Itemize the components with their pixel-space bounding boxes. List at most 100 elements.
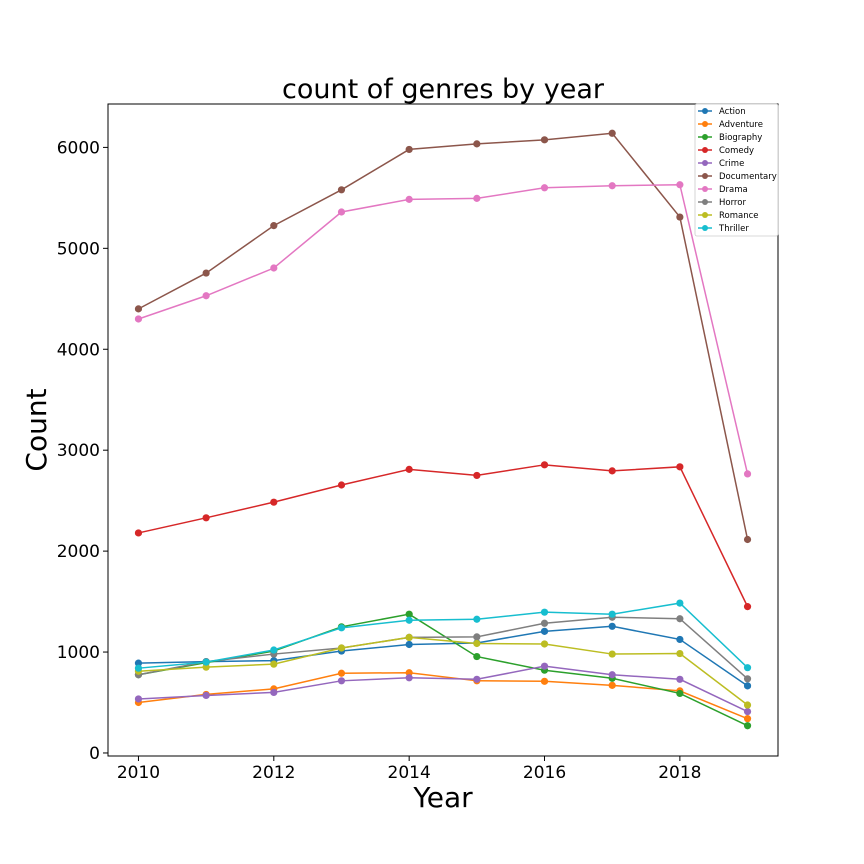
data-point-thriller-2015 [473,615,481,623]
data-point-documentary-2018 [676,213,684,221]
legend-marker-action [702,108,708,114]
data-point-thriller-2018 [676,599,684,607]
chart-title: count of genres by year [282,74,605,105]
plot-area [108,104,778,756]
y-tick-label: 3000 [57,441,100,461]
series-line-crime [138,665,748,713]
data-point-romance-2018 [676,649,684,658]
legend-label-action: Action [719,107,746,117]
data-point-drama-2018 [676,181,684,189]
legend-label-biography: Biography [719,133,762,143]
legend-label-crime: Crime [719,159,744,169]
series-line-thriller [138,602,749,669]
data-point-drama-2012 [270,264,278,272]
data-point-documentary-2019 [743,535,752,544]
data-point-drama-2011 [202,292,210,300]
data-point-action-2018 [676,635,684,644]
data-point-romance-2012 [270,660,278,668]
legend-marker-horror [702,199,708,205]
data-point-documentary-2017 [608,129,616,137]
legend: Action Adventure Biography Comedy Crime Docum… [694,103,779,237]
legend-label-drama: Drama [719,185,748,195]
legend-marker-comedy [702,147,708,153]
data-point-drama-2017 [608,182,616,190]
data-point-drama-2019 [743,470,752,478]
data-point-adventure-2017 [608,681,616,689]
data-point-drama-2016 [540,184,549,192]
data-point-comedy-2019 [743,603,752,611]
data-point-romance-2016 [540,640,549,648]
data-point-thriller-2011 [202,658,210,666]
data-point-comedy-2018 [676,463,684,471]
series-line-drama [138,183,749,475]
data-point-documentary-2011 [202,269,210,277]
data-point-comedy-2013 [337,481,346,489]
data-point-comedy-2015 [473,471,481,480]
data-point-thriller-2012 [270,646,278,654]
data-point-documentary-2012 [270,222,278,230]
data-point-biography-2019 [743,722,752,730]
legend-label-documentary: Documentary [719,172,777,182]
data-point-thriller-2013 [337,624,346,632]
data-point-crime-2016 [540,662,549,670]
legend-marker-drama [702,186,708,192]
data-point-horror-2018 [676,615,684,623]
y-axis-label: Count [20,388,53,471]
data-point-documentary-2015 [473,140,481,148]
data-point-biography-2015 [473,652,481,661]
series-line-adventure [138,671,748,720]
series-line-romance [138,636,749,706]
data-point-biography-2018 [676,689,684,698]
data-point-documentary-2013 [337,186,346,194]
data-point-romance-2014 [405,633,413,642]
data-point-adventure-2014 [405,669,413,677]
x-tick-label: 2014 [388,763,431,783]
data-point-thriller-2017 [608,610,616,618]
data-point-thriller-2019 [743,664,752,672]
x-tick-label: 2018 [658,763,701,783]
data-point-action-2016 [540,627,549,635]
series-line-action [138,625,748,687]
data-point-romance-2019 [743,701,752,709]
data-point-horror-2015 [473,633,481,641]
x-tick-label: 2010 [117,763,160,783]
legend-marker-biography [702,134,708,140]
data-point-thriller-2010 [134,664,143,672]
legend-label-thriller: Thriller [718,224,749,234]
data-point-adventure-2013 [337,669,346,677]
data-point-drama-2015 [473,194,481,202]
legend-label-comedy: Comedy [719,146,754,156]
axes-frame [107,103,779,757]
data-point-comedy-2017 [608,467,616,475]
data-point-thriller-2014 [405,616,413,624]
legend-label-adventure: Adventure [719,120,763,130]
y-tick-label: 4000 [57,340,100,360]
x-tick-label: 2016 [523,763,566,783]
y-tick-label: 2000 [57,542,100,562]
y-tick-label: 1000 [57,643,100,663]
data-point-drama-2014 [405,195,413,203]
series-line-horror [138,616,749,680]
data-point-biography-2014 [405,610,413,618]
data-point-romance-2015 [473,639,481,648]
x-tick-label: 2012 [252,763,295,783]
series-line-documentary [138,132,749,540]
data-point-horror-2019 [743,675,752,683]
legend-box [694,103,779,237]
legend-marker-thriller [702,225,708,231]
data-point-comedy-2011 [202,514,210,522]
data-point-crime-2017 [608,671,616,679]
data-point-drama-2010 [134,315,143,323]
legend-label-horror: Horror [719,198,746,208]
data-point-romance-2013 [337,644,346,652]
data-point-action-2014 [405,640,413,649]
data-point-documentary-2016 [540,136,549,144]
data-point-comedy-2012 [270,498,278,506]
data-point-action-2017 [608,622,616,630]
data-point-horror-2016 [540,619,549,627]
data-point-crime-2013 [337,677,346,685]
legend-marker-romance [702,212,708,218]
legend-marker-crime [702,160,708,166]
legend-marker-adventure [702,121,708,127]
